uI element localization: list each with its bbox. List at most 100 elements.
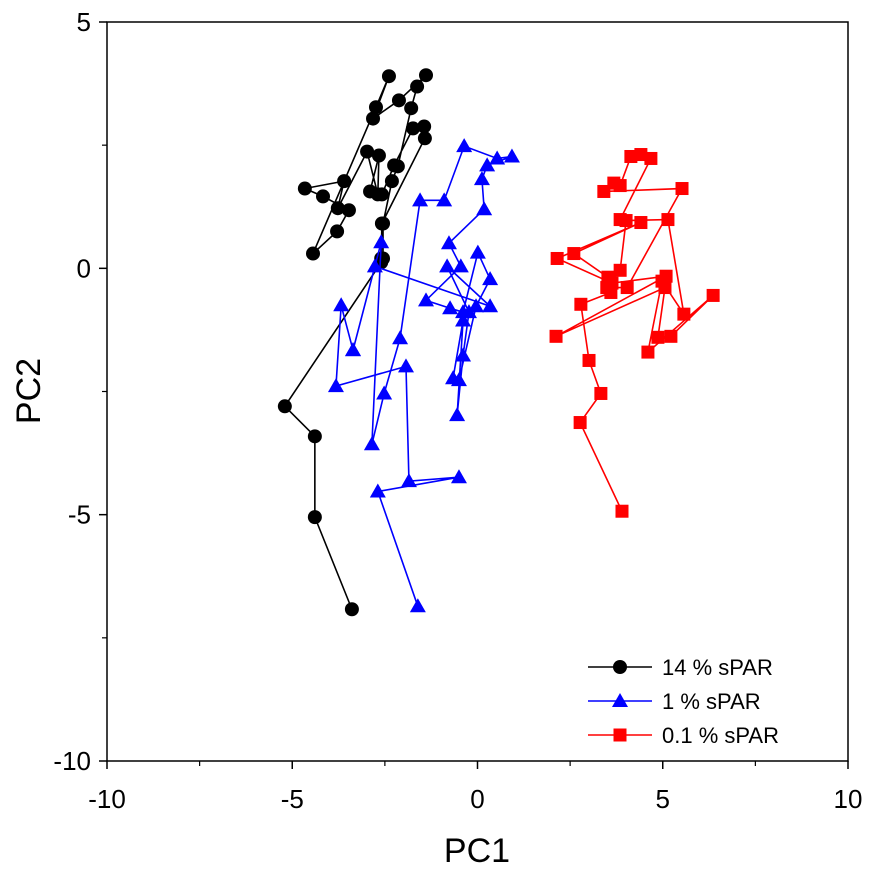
data-point (449, 407, 466, 422)
axis-ticks: -10 -5 0 5 10 -10 -5 0 5 (53, 7, 862, 814)
data-point (373, 234, 390, 249)
data-point (661, 213, 675, 227)
x-tick-label: 10 (834, 784, 863, 814)
data-point (476, 201, 493, 216)
data-point (412, 192, 429, 207)
data-point (600, 281, 614, 295)
legend-label: 14 % sPAR (662, 655, 773, 680)
y-tick-label: 0 (77, 253, 91, 283)
data-point (456, 138, 473, 153)
data-point (360, 144, 375, 159)
data-point (337, 174, 352, 189)
data-point (297, 181, 312, 196)
data-point (330, 201, 345, 216)
data-point (624, 149, 638, 163)
legend-label: 0.1 % sPAR (662, 723, 779, 748)
data-point (634, 148, 648, 162)
data-point (573, 416, 587, 430)
legend-marker (612, 693, 628, 707)
data-point (634, 216, 648, 230)
data-point (391, 93, 406, 108)
data-point (613, 179, 627, 193)
data-point (677, 307, 691, 321)
data-point (455, 347, 472, 362)
legend: 14 % sPAR 1 % sPAR 0.1 % sPAR (588, 655, 779, 748)
data-point (439, 258, 456, 273)
y-tick-label: 5 (77, 7, 91, 37)
data-point (549, 329, 563, 343)
x-axis-label: PC1 (444, 832, 510, 870)
data-point (406, 121, 421, 136)
data-point (567, 247, 581, 261)
data-point (582, 353, 596, 367)
data-point (442, 300, 459, 315)
data-point (417, 131, 432, 146)
data-point (452, 258, 469, 273)
data-point (404, 101, 419, 116)
data-point (330, 224, 345, 239)
y-tick-label: -5 (68, 500, 91, 530)
data-point (644, 151, 658, 165)
series-circle (277, 68, 434, 617)
data-point (384, 174, 399, 189)
data-point (479, 157, 496, 172)
data-point (655, 274, 669, 288)
data-point (460, 304, 477, 319)
plot-frame (106, 21, 849, 762)
data-point (651, 330, 665, 344)
data-point (613, 213, 627, 227)
data-point (440, 235, 457, 250)
data-point (376, 385, 393, 400)
data-point (675, 182, 689, 196)
data-point (445, 370, 462, 385)
data-point (597, 184, 611, 198)
data-point (574, 297, 588, 311)
data-point (620, 281, 634, 295)
series-line (335, 145, 513, 607)
data-point (392, 330, 409, 345)
data-point (706, 288, 720, 302)
data-point (503, 148, 520, 163)
data-point (418, 292, 435, 307)
x-tick-label: -5 (281, 784, 304, 814)
data-point (277, 399, 292, 414)
data-point (327, 378, 344, 393)
data-point (400, 473, 417, 488)
data-point (410, 79, 425, 94)
data-point (387, 158, 402, 173)
data-point (341, 203, 356, 218)
data-point (482, 298, 499, 313)
data-point (363, 436, 380, 451)
data-point (368, 100, 383, 115)
data-point (366, 111, 381, 126)
data-point (482, 271, 499, 286)
data-point (369, 483, 386, 498)
data-point (550, 251, 564, 265)
y-tick-label: -10 (53, 746, 91, 776)
data-point (450, 469, 467, 484)
data-point (613, 263, 627, 277)
data-point (374, 187, 389, 202)
plot-marks (277, 68, 720, 617)
data-point (316, 189, 331, 204)
legend-marker (613, 660, 627, 674)
data-point (307, 510, 322, 525)
data-point (417, 119, 432, 134)
data-point (489, 150, 506, 165)
data-point (305, 246, 320, 261)
legend-marker (613, 728, 627, 742)
x-tick-label: 5 (656, 784, 670, 814)
data-point (397, 358, 414, 373)
data-point (333, 297, 350, 312)
data-point (468, 298, 485, 313)
data-point (374, 216, 389, 231)
series-line (555, 153, 714, 512)
data-point (664, 329, 678, 343)
data-point (641, 345, 655, 359)
data-point (473, 171, 490, 186)
data-point (419, 68, 434, 83)
data-point (363, 184, 378, 199)
legend-label: 1 % sPAR (662, 689, 761, 714)
data-point (366, 258, 383, 273)
